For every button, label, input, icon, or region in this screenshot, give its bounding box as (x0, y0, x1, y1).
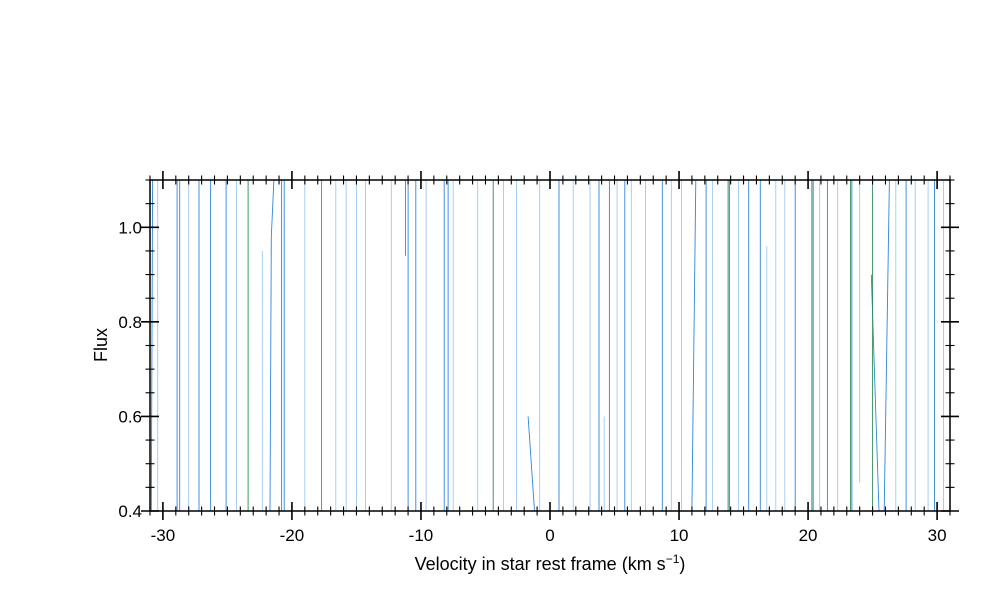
x-tick-label: -20 (280, 526, 305, 545)
y-tick-label: 0.6 (118, 407, 142, 426)
series-0-line-31 (883, 179, 890, 512)
x-tick-label: 10 (670, 526, 689, 545)
spectrum-lines (150, 179, 944, 512)
x-tick-label: -30 (151, 526, 176, 545)
x-axis-label: Velocity in star rest frame (km s−1) (415, 552, 686, 574)
y-tick-label: 0.4 (118, 502, 142, 521)
x-tick-label: 20 (799, 526, 818, 545)
axis-ticks (141, 171, 959, 520)
plot-frame (149, 179, 951, 512)
x-tick-label: -10 (409, 526, 434, 545)
y-axis-label: Flux (91, 328, 111, 362)
series-0-line-15 (527, 416, 535, 512)
x-axis-label-close: ) (679, 554, 685, 574)
x-tick-labels: -30 -20 -10 0 10 20 30 (151, 526, 947, 545)
y-tick-label: 0.8 (118, 313, 142, 332)
x-axis-label-exponent: −1 (666, 552, 680, 566)
series-0-line-21 (691, 179, 697, 512)
x-tick-label: 0 (545, 526, 554, 545)
y-tick-labels: 0.4 0.6 0.8 1.0 (118, 218, 142, 521)
x-tick-label: 30 (928, 526, 947, 545)
y-tick-label: 1.0 (118, 218, 142, 237)
series-0-line-6 (269, 179, 275, 512)
x-axis-label-main: Velocity in star rest frame (km s (415, 554, 666, 574)
